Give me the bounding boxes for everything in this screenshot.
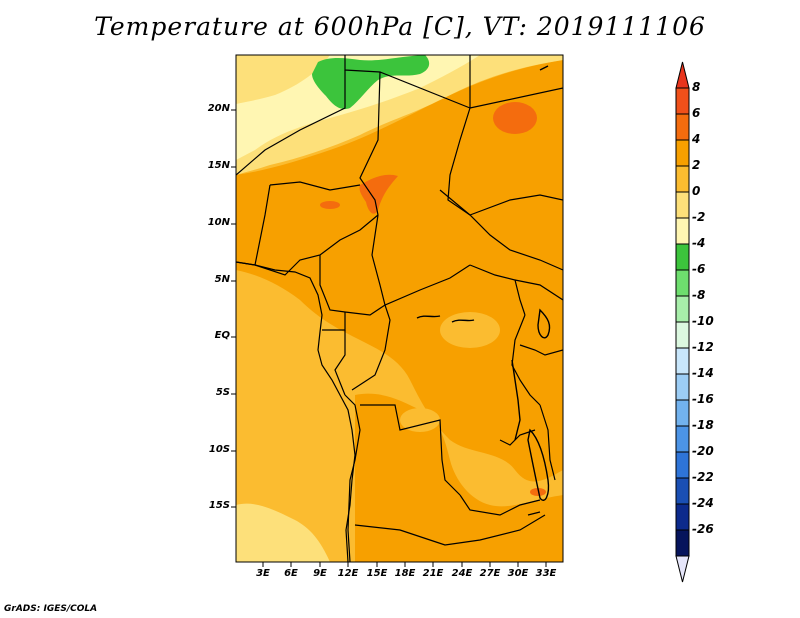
- colorbar-label-m12: -12: [692, 340, 714, 354]
- colorbar-label-m14: -14: [692, 366, 714, 380]
- colorbar-bin: [675, 529, 690, 557]
- colorbar-label-m24: -24: [692, 496, 714, 510]
- colorbar-bin: [675, 87, 690, 115]
- colorbar-label-m20: -20: [692, 444, 714, 458]
- colorbar-label-6: 6: [692, 106, 701, 120]
- lon-label-6e: 6E: [284, 568, 298, 579]
- field-green: [312, 55, 430, 110]
- field-pale-yellow-sw: [236, 503, 330, 562]
- lat-label-15s: 15S: [208, 500, 230, 511]
- country-borders: [236, 55, 563, 562]
- lat-label-10n: 10N: [207, 217, 230, 228]
- colorbar-label-m16: -16: [692, 392, 714, 406]
- colorbar-bin: [675, 347, 690, 375]
- lat-label-5s: 5S: [215, 387, 230, 398]
- lat-label-10s: 10S: [208, 444, 230, 455]
- lat-label-15n: 15N: [207, 160, 230, 171]
- colorbar-label-8: 8: [692, 80, 701, 94]
- colorbar-label-m22: -22: [692, 470, 714, 484]
- colorbar-label-m10: -10: [692, 314, 714, 328]
- lon-label-9e: 9E: [313, 568, 327, 579]
- lat-label-eq: EQ: [214, 330, 230, 341]
- colorbar-bin: [675, 451, 690, 479]
- colorbar: [675, 61, 690, 583]
- map-plot-area: [236, 55, 563, 562]
- hotspot-sudan: [493, 102, 537, 134]
- colorbar-bin: [675, 139, 690, 167]
- colorbar-label-m2: -2: [692, 210, 706, 224]
- patch-3: [400, 408, 440, 432]
- colorbar-bin: [675, 113, 690, 141]
- colorbar-bin: [675, 425, 690, 453]
- lakes: [416, 65, 551, 516]
- colorbar-bin: [675, 217, 690, 245]
- lon-label-12e: 12E: [337, 568, 359, 579]
- colorbar-bin: [675, 399, 690, 427]
- grads-credit: GrADS: IGES/COLA: [4, 604, 98, 614]
- field-orange: [236, 60, 563, 482]
- hotspot-chad: [359, 174, 398, 214]
- colorbar-label-m18: -18: [692, 418, 714, 432]
- lon-label-24e: 24E: [451, 568, 473, 579]
- colorbar-bin: [675, 477, 690, 505]
- colorbar-bin: [675, 321, 690, 349]
- patch-2: [440, 312, 500, 348]
- lon-label-27e: 27E: [479, 568, 501, 579]
- lat-ticks: [231, 109, 236, 508]
- hotspot-nigeria: [320, 201, 340, 209]
- colorbar-label-4: 4: [692, 132, 701, 146]
- colorbar-bin: [675, 165, 690, 193]
- colorbar-bottom-arrow: [675, 555, 690, 583]
- lon-label-21e: 21E: [422, 568, 444, 579]
- patch-1: [260, 358, 340, 402]
- lon-ticks: [262, 562, 547, 567]
- colorbar-label-0: 0: [692, 184, 701, 198]
- plot-frame: [235, 54, 564, 563]
- lon-label-30e: 30E: [507, 568, 529, 579]
- lon-label-33e: 33E: [535, 568, 557, 579]
- colorbar-label-m8: -8: [692, 288, 706, 302]
- colorbar-bin: [675, 243, 690, 271]
- field-cream-nw: [236, 55, 330, 104]
- colorbar-bin: [675, 295, 690, 323]
- lon-label-3e: 3E: [256, 568, 270, 579]
- colorbar-top-arrow: [675, 61, 690, 89]
- lon-label-15e: 15E: [366, 568, 388, 579]
- colorbar-bin: [675, 269, 690, 297]
- lat-label-20n: 20N: [207, 103, 230, 114]
- colorbar-label-m6: -6: [692, 262, 706, 276]
- chart-title: Temperature at 600hPa [C], VT: 201911110…: [94, 12, 706, 41]
- colorbar-bin: [675, 503, 690, 531]
- coastline: [236, 261, 356, 562]
- colorbar-bin: [675, 191, 690, 219]
- colorbar-label-m26: -26: [692, 522, 714, 536]
- lat-label-5n: 5N: [214, 274, 230, 285]
- colorbar-label-2: 2: [692, 158, 701, 172]
- colorbar-label-m4: -4: [692, 236, 706, 250]
- field-orange-south: [355, 393, 563, 562]
- colorbar-bin: [675, 373, 690, 401]
- lon-label-18e: 18E: [394, 568, 416, 579]
